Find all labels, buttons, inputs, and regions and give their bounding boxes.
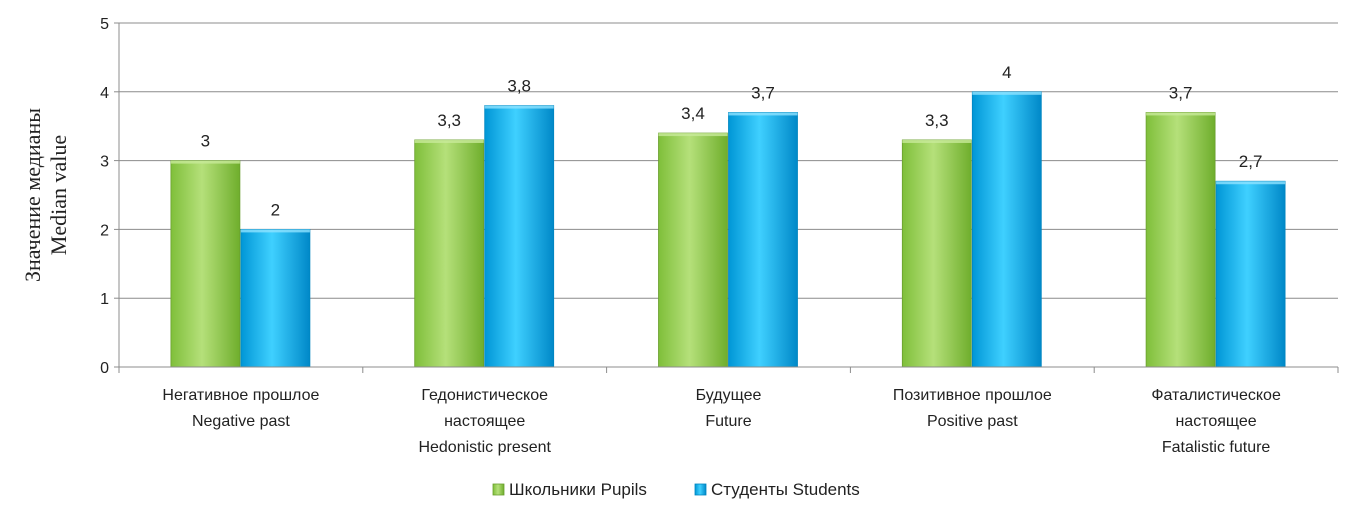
x-tick-label: Negative past — [192, 413, 290, 430]
y-axis-title: Значение медианы — [20, 108, 45, 282]
y-tick-label: 0 — [100, 360, 109, 377]
legend-swatch — [694, 483, 707, 496]
bar-highlight — [1146, 112, 1216, 116]
bar-highlight — [728, 112, 798, 116]
legend: Школьники Pupils Студенты Students — [492, 480, 860, 499]
bar-highlight — [170, 160, 240, 164]
x-tick-label: Fatalistic future — [1162, 439, 1271, 456]
x-tick-label: Негативное прошлое — [162, 387, 319, 404]
data-label: 3,8 — [507, 77, 531, 96]
bar-highlight — [484, 105, 554, 109]
x-tick-label: настоящее — [1175, 413, 1256, 430]
y-tick-label: 5 — [100, 16, 109, 33]
y-tick-label: 2 — [100, 222, 109, 239]
x-tick-label: Фаталистическое — [1151, 387, 1281, 404]
bar-highlight — [240, 229, 310, 233]
x-tick-label: Гедонистическое — [421, 387, 548, 404]
x-tick-label: Позитивное прошлое — [893, 387, 1052, 404]
bar — [414, 139, 485, 368]
legend-label: Школьники Pupils — [509, 480, 647, 499]
bar — [1145, 112, 1216, 368]
bar — [240, 228, 311, 368]
axes: 0 1 2 3 4 5 Негативное прошлое Negative past Гед… — [100, 16, 1339, 456]
data-label: 3 — [201, 132, 210, 151]
bar — [901, 139, 972, 368]
data-label: 3,7 — [1169, 83, 1193, 102]
data-label: 3,7 — [751, 83, 775, 102]
bar-highlight — [658, 133, 728, 137]
x-tick-label: настоящее — [444, 413, 525, 430]
bar — [658, 132, 728, 368]
legend-swatch — [492, 483, 505, 496]
data-label: 3,3 — [437, 111, 461, 130]
bar-highlight — [902, 139, 972, 143]
bar — [484, 105, 555, 368]
data-label: 3,3 — [925, 111, 949, 130]
y-axis-label: Значение медианы Median value — [20, 108, 71, 282]
x-tick-label: Будущее — [696, 387, 762, 404]
y-tick-label: 4 — [100, 85, 109, 102]
bar — [1215, 180, 1286, 368]
y-axis-title: Median value — [46, 135, 71, 255]
bar — [971, 91, 1042, 368]
y-tick-label: 3 — [100, 154, 109, 171]
x-tick-label: Future — [705, 413, 751, 430]
data-label: 3,4 — [681, 104, 705, 123]
bars-group — [170, 91, 1286, 368]
data-label: 4 — [1002, 63, 1011, 82]
bar-highlight — [414, 139, 484, 143]
legend-label: Студенты Students — [711, 480, 860, 499]
bar-highlight — [972, 91, 1042, 95]
bar — [170, 160, 241, 368]
bar-highlight — [1216, 181, 1286, 185]
data-label: 2 — [271, 200, 280, 219]
bar — [728, 112, 798, 368]
data-label: 2,7 — [1239, 152, 1263, 171]
x-tick-label: Positive past — [927, 413, 1018, 430]
y-tick-label: 1 — [100, 291, 109, 308]
data-labels: 3 2 3,3 3,8 3,4 3,7 3,3 4 3,7 2,7 — [201, 63, 1263, 220]
x-tick-label: Hedonistic present — [418, 439, 551, 456]
